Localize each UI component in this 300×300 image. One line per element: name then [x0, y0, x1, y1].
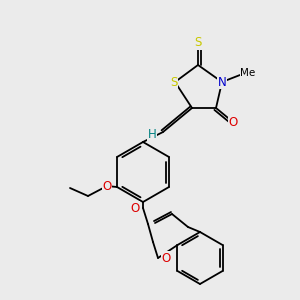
- Text: O: O: [161, 251, 171, 265]
- Text: S: S: [170, 76, 178, 88]
- Text: H: H: [148, 128, 156, 140]
- Text: O: O: [130, 202, 140, 214]
- Text: O: O: [102, 179, 112, 193]
- Text: Me: Me: [240, 68, 256, 78]
- Text: S: S: [194, 37, 202, 50]
- Text: O: O: [228, 116, 238, 128]
- Text: N: N: [218, 76, 226, 88]
